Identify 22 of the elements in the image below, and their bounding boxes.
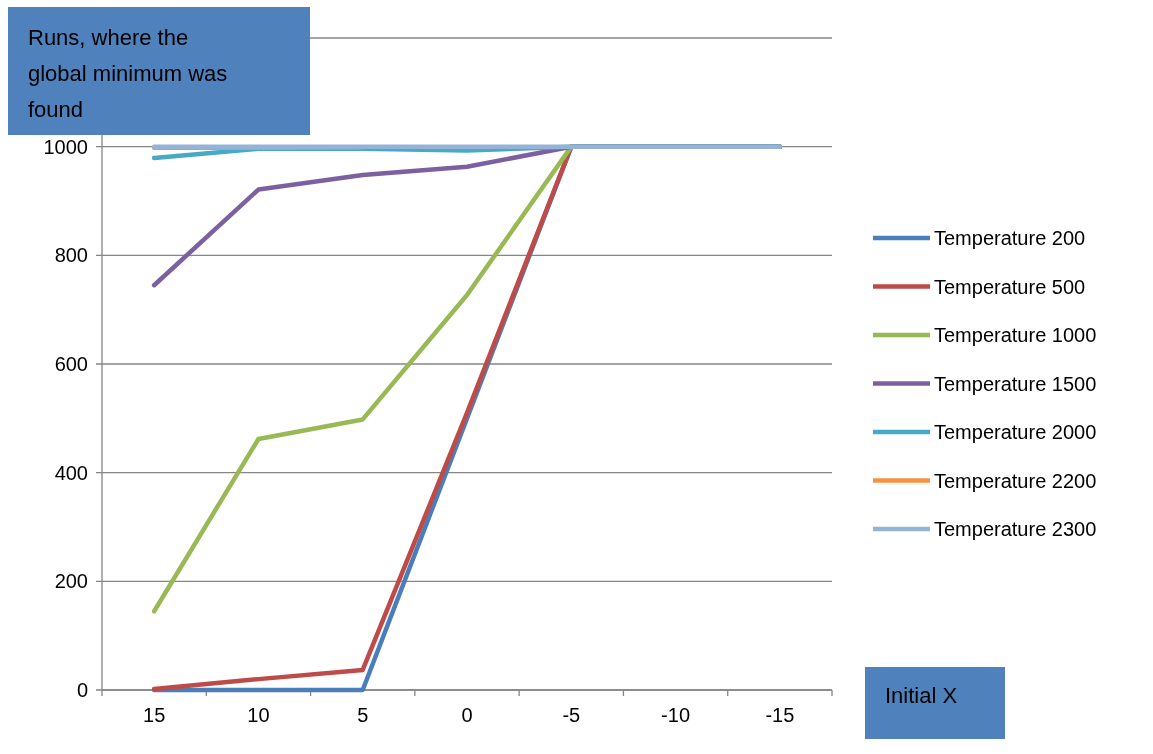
y-axis-title: Runs, where the global minimum was found (28, 25, 228, 122)
legend-label: Temperature 2000 (934, 421, 1097, 443)
x-tick-label: 5 (357, 704, 369, 726)
y-tick-label: 400 (54, 461, 88, 484)
x-tick-label: -15 (765, 704, 795, 726)
y-tick-label: 1000 (43, 135, 88, 158)
y-tick-label: 600 (54, 353, 88, 375)
x-tick-label: -5 (562, 704, 581, 726)
legend-label: Temperature 1000 (934, 324, 1097, 346)
legend-label: Temperature 2200 (934, 469, 1097, 492)
x-tick-label: -10 (661, 704, 691, 726)
legend-label: Temperature 1500 (934, 372, 1097, 395)
y-tick-label: 200 (54, 570, 88, 593)
legend-label: Temperature 200 (934, 227, 1086, 249)
x-tick-label: 15 (143, 704, 166, 726)
x-tick-label: 10 (247, 704, 270, 726)
y-tick-label: 800 (54, 244, 88, 267)
y-tick-label: 0 (76, 679, 88, 701)
x-axis-title: Initial X (885, 683, 958, 708)
legend-label: Temperature 500 (934, 275, 1086, 298)
x-tick-label: 0 (461, 704, 473, 726)
legend-label: Temperature 2300 (934, 518, 1097, 540)
